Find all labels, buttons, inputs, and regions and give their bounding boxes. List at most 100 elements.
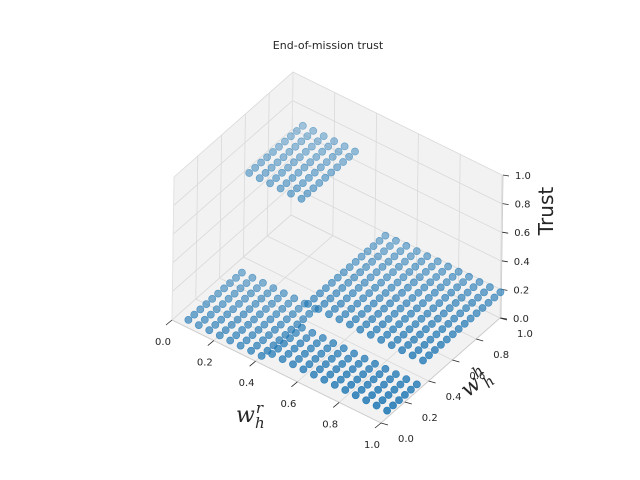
data-point-310 <box>226 336 235 345</box>
data-point-51 <box>363 247 372 256</box>
data-point-0 <box>298 121 307 130</box>
data-point-50 <box>310 168 319 177</box>
data-point-82 <box>378 262 387 271</box>
data-point-95 <box>469 283 478 292</box>
data-point-171 <box>294 304 303 313</box>
data-point-164 <box>472 309 481 318</box>
data-point-377 <box>389 401 397 410</box>
x-tick-mark-2 <box>249 360 256 367</box>
data-point-134 <box>252 284 261 293</box>
gridline-y-2 <box>219 134 429 382</box>
data-point-326 <box>327 354 336 363</box>
x-tick-label-2: 0.4 <box>239 378 255 389</box>
data-point-205 <box>433 314 442 323</box>
data-point-313 <box>333 349 342 358</box>
data-point-318 <box>425 351 433 360</box>
data-point-266 <box>308 328 317 337</box>
data-point-65 <box>304 173 313 182</box>
x-tick-label-5: 1.0 <box>364 440 380 451</box>
data-point-354 <box>289 360 297 369</box>
data-point-365 <box>400 390 409 399</box>
data-point-233 <box>250 315 258 324</box>
data-point-264 <box>227 320 236 329</box>
data-point-280 <box>194 321 203 329</box>
data-point-16 <box>291 142 300 151</box>
data-point-107 <box>248 273 257 282</box>
data-point-221 <box>320 299 329 308</box>
data-point-104 <box>480 288 488 297</box>
data-point-269 <box>416 330 424 339</box>
data-point-279 <box>345 320 354 329</box>
data-point-212 <box>202 300 211 308</box>
data-point-327 <box>354 359 363 368</box>
data-point-79 <box>272 174 280 182</box>
data-point-361 <box>309 370 318 379</box>
data-point-56 <box>267 163 276 172</box>
data-point-323 <box>398 346 406 355</box>
z-tick-label-4: 0.8 <box>515 200 531 211</box>
data-point-12 <box>307 142 316 151</box>
data-point-123 <box>242 279 251 287</box>
data-point-275 <box>184 315 193 324</box>
z-tick-mark-0 <box>500 317 508 320</box>
data-point-357 <box>353 375 362 384</box>
data-point-347 <box>359 370 367 379</box>
data-point-195 <box>235 299 243 308</box>
data-point-75 <box>261 168 270 177</box>
data-point-375 <box>378 396 387 405</box>
data-point-251 <box>190 310 199 319</box>
data-point-100 <box>293 184 301 193</box>
y-tick-mark-1 <box>404 401 412 405</box>
data-point-192 <box>423 309 432 318</box>
data-point-84 <box>485 283 494 291</box>
data-point-293 <box>232 331 241 340</box>
data-point-80 <box>298 179 307 187</box>
data-point-30 <box>402 241 411 250</box>
data-point-339 <box>348 365 357 373</box>
data-point-364 <box>320 375 329 384</box>
data-point-350 <box>369 375 378 384</box>
data-point-278 <box>318 334 327 342</box>
data-point-239 <box>304 299 312 308</box>
data-point-155 <box>381 289 390 297</box>
data-point-309 <box>253 341 261 350</box>
z-tick-label-5: 1.0 <box>515 171 531 182</box>
data-point-219 <box>417 314 426 323</box>
data-point-229 <box>427 320 436 328</box>
data-point-177 <box>241 294 249 303</box>
data-point-60 <box>427 262 436 271</box>
data-point-363 <box>363 380 372 389</box>
data-point-44 <box>380 247 388 256</box>
data-point-66 <box>384 257 393 266</box>
data-point-178 <box>375 294 384 303</box>
z-tick-mark-2 <box>501 260 508 263</box>
data-point-117 <box>474 293 482 302</box>
data-point-136 <box>333 273 342 282</box>
data-point-127 <box>403 283 412 292</box>
data-point-369 <box>384 391 393 399</box>
data-point-77 <box>448 272 457 281</box>
data-point-210 <box>390 309 399 318</box>
z-tick-mark-3 <box>502 231 509 234</box>
data-point-168 <box>445 304 454 313</box>
data-point-138 <box>414 288 423 297</box>
data-point-18 <box>275 142 283 151</box>
data-point-33 <box>333 163 342 172</box>
data-point-57 <box>294 168 303 177</box>
data-point-157 <box>220 284 228 293</box>
data-point-42 <box>300 163 309 172</box>
x-tick-mark-5 <box>374 422 382 429</box>
data-point-93 <box>442 278 451 287</box>
data-point-216 <box>282 315 291 324</box>
data-point-270 <box>264 331 273 339</box>
data-point-119 <box>258 278 267 287</box>
data-point-299 <box>242 336 251 345</box>
data-point-52 <box>390 252 399 261</box>
data-point-288 <box>410 335 418 344</box>
data-point-47 <box>406 252 415 261</box>
data-point-197 <box>342 294 351 303</box>
y-tick-mark-0 <box>380 422 389 426</box>
data-point-274 <box>211 320 220 329</box>
data-point-332 <box>284 349 293 358</box>
data-point-105 <box>276 184 285 193</box>
